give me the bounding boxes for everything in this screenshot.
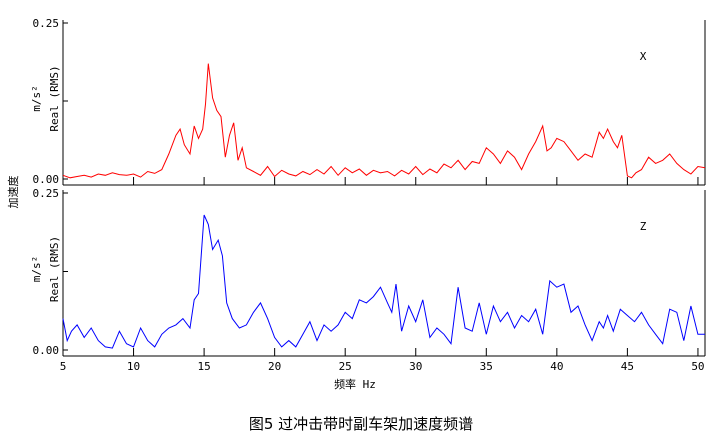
channel-label: Z (640, 220, 647, 233)
x-tick-label: 25 (339, 360, 352, 373)
y-tick-label: 0.25 (33, 17, 60, 30)
x-tick-label: 50 (691, 360, 704, 373)
channel-label: X (640, 50, 647, 63)
y-axis-label: Real (RMS) (48, 236, 61, 302)
x-tick-label: 5 (60, 360, 67, 373)
y-tick-label: 0.25 (33, 187, 60, 200)
series-line (62, 214, 705, 349)
y-axis-label: Real (RMS) (48, 65, 61, 131)
x-tick-label: 20 (268, 360, 281, 373)
x-axis: 5 10 15 20 25 30 35 40 45 50 (60, 360, 705, 373)
x-axis-label: 频率 Hz (334, 377, 376, 391)
x-tick-label: 40 (550, 360, 563, 373)
x-tick-label: 35 (480, 360, 493, 373)
y-axis-unit: m/s² (30, 256, 43, 283)
figure-caption: 图5 过冲击带时副车架加速度频谱 (249, 415, 473, 433)
series-line (62, 63, 706, 179)
x-tick-label: 30 (409, 360, 422, 373)
x-tick-label: 10 (127, 360, 140, 373)
y-tick-label: 0.00 (33, 344, 60, 357)
y-tick-label: 0.00 (33, 173, 60, 186)
y-axis-unit: m/s² (30, 85, 43, 112)
left-label: 加速度 (6, 176, 20, 209)
panel-x: 0.00 0.25 m/s² Real (RMS) X (30, 17, 706, 186)
x-tick-label: 45 (621, 360, 634, 373)
panel-z: 0.00 0.25 m/s² Real (RMS) Z (30, 187, 706, 357)
x-tick-label: 15 (197, 360, 210, 373)
